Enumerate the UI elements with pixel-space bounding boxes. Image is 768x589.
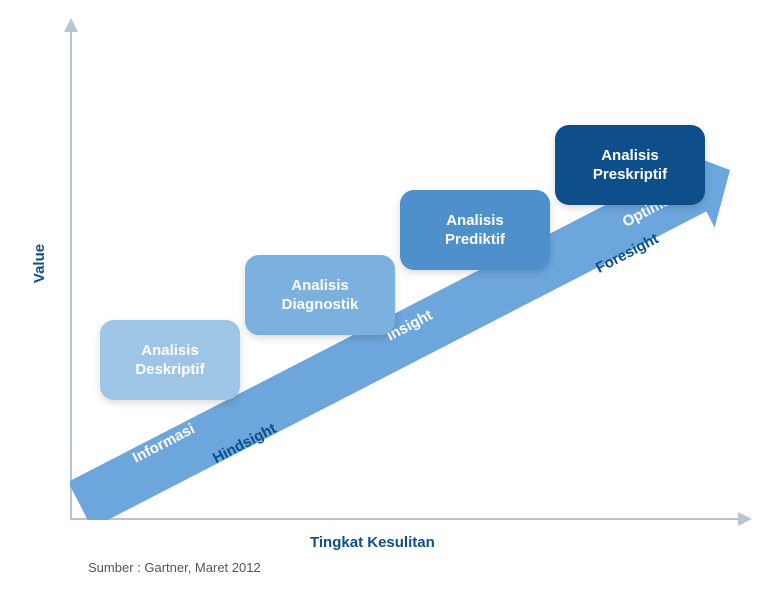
y-axis-arrow-icon [64, 18, 78, 32]
node-label-line1: Analisis [601, 147, 659, 164]
x-axis-arrow-icon [738, 512, 752, 526]
node-analisis-deskriptif: Analisis Deskriptif [100, 320, 240, 400]
x-axis-label: Tingkat Kesulitan [310, 534, 435, 551]
band-label-informasi: Informasi [130, 420, 198, 466]
node-analisis-prediktif: Analisis Prediktif [400, 190, 550, 270]
source-text: Sumber : Gartner, Maret 2012 [88, 560, 261, 575]
node-label-line2: Diagnostik [282, 296, 359, 313]
y-axis-label: Value [31, 244, 48, 283]
node-label-line2: Deskriptif [135, 361, 204, 378]
node-label-line2: Prediktif [445, 231, 505, 248]
node-label-line1: Analisis [141, 342, 199, 359]
chart-area: Informasi Insight Optimasi Hindsight For… [70, 20, 750, 520]
x-axis-line [70, 518, 750, 520]
band-underlabel-hindsight: Hindsight [210, 420, 279, 467]
node-label-line1: Analisis [446, 212, 504, 229]
band-underlabel-foresight: Foresight [593, 230, 661, 277]
node-analisis-diagnostik: Analisis Diagnostik [245, 255, 395, 335]
y-axis-line [70, 20, 72, 520]
node-analisis-preskriptif: Analisis Preskriptif [555, 125, 705, 205]
node-label-line2: Preskriptif [593, 166, 667, 183]
node-label-line1: Analisis [291, 277, 349, 294]
